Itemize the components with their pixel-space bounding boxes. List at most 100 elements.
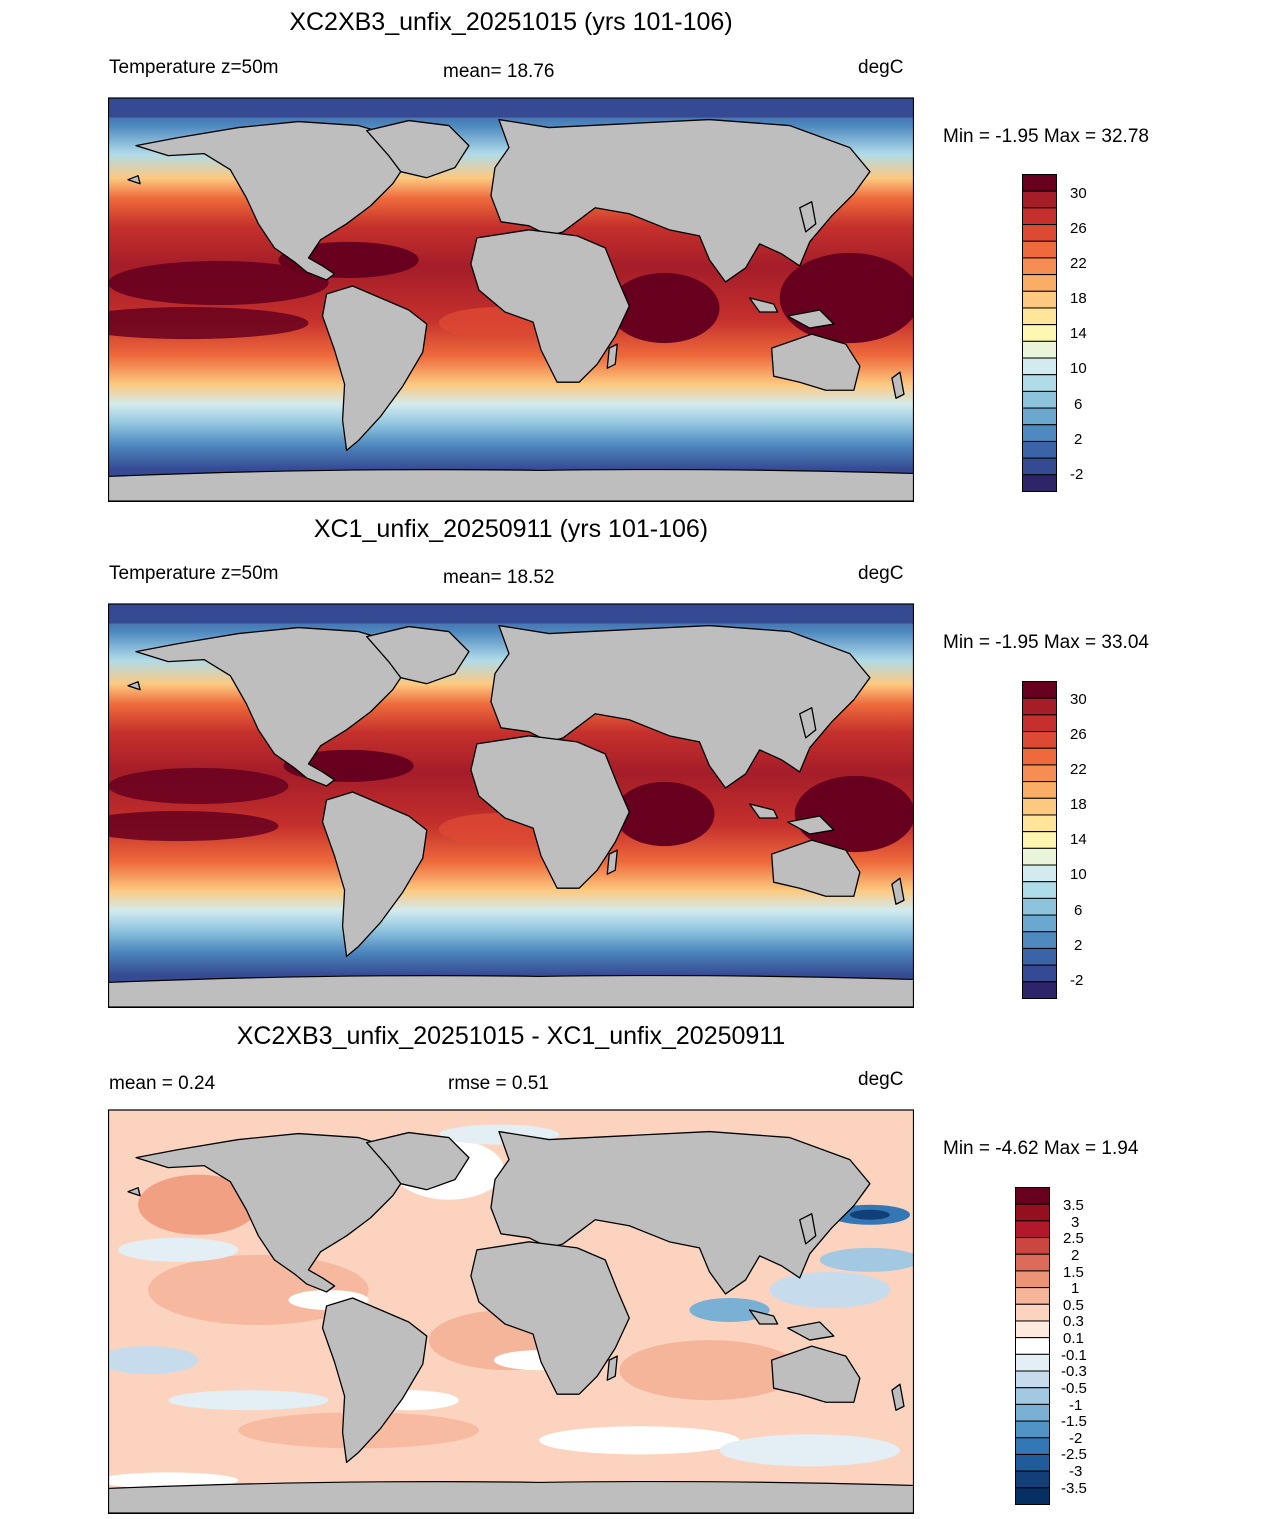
panel3-colorbar-tick-label: 1.5 — [1063, 1264, 1084, 1281]
colorbar-swatch — [1022, 947, 1057, 966]
colorbar-swatch — [1015, 1420, 1050, 1439]
panel3-colorbar-tick-label: -1 — [1069, 1397, 1083, 1414]
colorbar-swatch — [1015, 1187, 1050, 1205]
panel1-title: XC2XB3_unfix_20251015 (yrs 101-106) — [289, 8, 733, 36]
colorbar-swatch — [1015, 1387, 1050, 1405]
colorbar-swatch — [1015, 1353, 1050, 1372]
panel3-colorbar-tick-label: -3.5 — [1061, 1480, 1087, 1497]
colorbar-swatch — [1022, 290, 1057, 309]
colorbar-swatch — [1022, 897, 1057, 916]
panel3-map — [108, 1109, 914, 1514]
colorbar-swatch — [1015, 1303, 1050, 1322]
colorbar-swatch — [1022, 224, 1057, 242]
colorbar-swatch — [1022, 781, 1057, 799]
panel1-map — [108, 97, 914, 502]
colorbar-swatch — [1022, 174, 1057, 192]
colorbar-swatch — [1015, 1437, 1050, 1455]
colorbar-swatch — [1015, 1337, 1050, 1355]
panel3-colorbar-tick-label: 3 — [1071, 1214, 1080, 1231]
colorbar-swatch — [1022, 274, 1057, 292]
panel3-colorbar-tick-label: 2 — [1071, 1247, 1080, 1264]
colorbar-swatch — [1022, 697, 1057, 716]
colorbar-swatch — [1022, 797, 1057, 816]
panel2-colorbar — [1022, 681, 1057, 1000]
colorbar-swatch — [1015, 1403, 1050, 1422]
colorbar-swatch — [1022, 374, 1057, 392]
panel2-colorbar-tick-label: 6 — [1074, 902, 1083, 919]
colorbar-swatch — [1022, 831, 1057, 849]
panel3-mean-label: mean = 0.24 — [109, 1073, 216, 1094]
panel3-rmse-label: rmse = 0.51 — [448, 1073, 549, 1094]
colorbar-swatch — [1022, 814, 1057, 833]
panel2-colorbar-tick-label: 22 — [1070, 761, 1087, 778]
panel3-colorbar-tick-label: -0.5 — [1061, 1380, 1087, 1397]
panel2-colorbar-tick-label: 14 — [1070, 831, 1087, 848]
panel2-colorbar-tick-label: 2 — [1074, 937, 1083, 954]
colorbar-swatch — [1022, 881, 1057, 899]
panel2-colorbar-tick-label: 26 — [1070, 726, 1087, 743]
colorbar-swatch — [1022, 731, 1057, 749]
panel1-colorbar-tick-label: -2 — [1070, 466, 1084, 483]
panel1-mean-label: mean= 18.76 — [443, 61, 555, 82]
panel1-colorbar-tick-label: 14 — [1070, 325, 1087, 342]
colorbar-swatch — [1015, 1320, 1050, 1339]
panel3-title: XC2XB3_unfix_20251015 - XC1_unfix_202509… — [236, 1022, 786, 1050]
colorbar-swatch — [1015, 1287, 1050, 1305]
panel2-colorbar-tick-label: 10 — [1070, 866, 1087, 883]
colorbar-swatch — [1015, 1270, 1050, 1289]
panel2-variable-label: Temperature z=50m — [109, 563, 279, 584]
colorbar-swatch — [1022, 864, 1057, 883]
panel2-map — [108, 603, 914, 1008]
panel1-colorbar-tick-label: 10 — [1070, 360, 1087, 377]
colorbar-swatch — [1015, 1253, 1050, 1272]
panel3-colorbar — [1015, 1187, 1050, 1506]
colorbar-swatch — [1022, 390, 1057, 409]
panel3-units-label: degC — [858, 1069, 904, 1090]
panel1-colorbar-tick-label: 18 — [1070, 290, 1087, 307]
panel3-colorbar-tick-label: 0.5 — [1063, 1297, 1084, 1314]
panel2-colorbar-tick-label: 30 — [1070, 691, 1087, 708]
colorbar-swatch — [1022, 931, 1057, 949]
colorbar-swatch — [1022, 847, 1057, 866]
colorbar-swatch — [1022, 964, 1057, 983]
colorbar-swatch — [1022, 307, 1057, 326]
panel1-colorbar-tick-label: 26 — [1070, 220, 1087, 237]
panel2-minmax-label: Min = -1.95 Max = 33.04 — [943, 632, 1149, 653]
colorbar-swatch — [1022, 981, 1057, 1000]
panel2-colorbar-tick-label: -2 — [1070, 972, 1084, 989]
colorbar-swatch — [1015, 1487, 1050, 1506]
colorbar-swatch — [1022, 714, 1057, 733]
panel3-colorbar-tick-label: -2 — [1069, 1430, 1083, 1447]
colorbar-swatch — [1022, 457, 1057, 476]
panel3-colorbar-tick-label: -1.5 — [1061, 1413, 1087, 1430]
colorbar-swatch — [1022, 190, 1057, 209]
panel1-colorbar-tick-label: 2 — [1074, 431, 1083, 448]
colorbar-swatch — [1015, 1220, 1050, 1239]
colorbar-swatch — [1022, 681, 1057, 699]
panel1-colorbar-tick-label: 6 — [1074, 396, 1083, 413]
panel1-colorbar — [1022, 174, 1057, 493]
colorbar-swatch — [1022, 407, 1057, 426]
panel3-colorbar-tick-label: 0.1 — [1063, 1330, 1084, 1347]
panel3-minmax-label: Min = -4.62 Max = 1.94 — [943, 1138, 1139, 1159]
panel3-colorbar-tick-label: -3 — [1069, 1463, 1083, 1480]
panel2-units-label: degC — [858, 563, 904, 584]
colorbar-swatch — [1015, 1203, 1050, 1222]
panel3-colorbar-tick-label: -0.1 — [1061, 1347, 1087, 1364]
colorbar-swatch — [1015, 1470, 1050, 1489]
panel3-colorbar-tick-label: 0.3 — [1063, 1313, 1084, 1330]
colorbar-swatch — [1022, 207, 1057, 226]
colorbar-swatch — [1022, 424, 1057, 442]
colorbar-swatch — [1022, 357, 1057, 376]
colorbar-swatch — [1022, 764, 1057, 783]
colorbar-swatch — [1022, 240, 1057, 259]
colorbar-swatch — [1022, 474, 1057, 493]
colorbar-swatch — [1022, 440, 1057, 459]
panel2-colorbar-tick-label: 18 — [1070, 796, 1087, 813]
colorbar-swatch — [1015, 1370, 1050, 1389]
panel1-colorbar-tick-label: 22 — [1070, 255, 1087, 272]
panel3-colorbar-tick-label: 1 — [1071, 1280, 1080, 1297]
panel3-colorbar-tick-label: -2.5 — [1061, 1446, 1087, 1463]
panel3-colorbar-tick-label: 2.5 — [1063, 1230, 1084, 1247]
colorbar-swatch — [1015, 1453, 1050, 1472]
